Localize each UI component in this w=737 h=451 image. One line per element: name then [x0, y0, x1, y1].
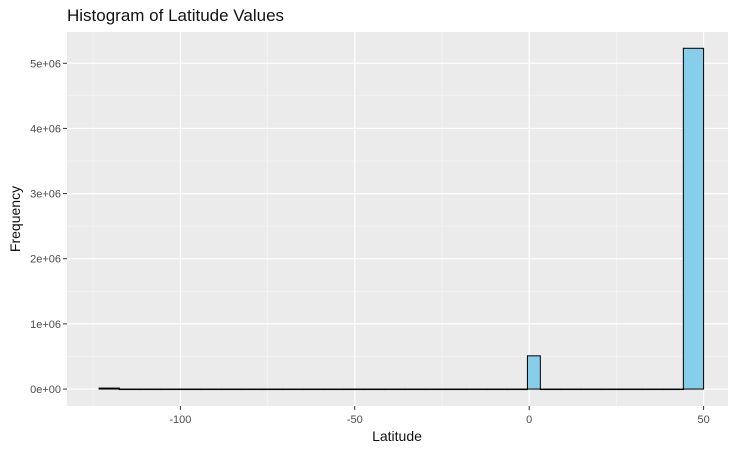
histogram-bar: [642, 388, 664, 391]
x-tick-label: 0: [526, 414, 532, 426]
histogram-bar: [241, 388, 263, 391]
plot-panel: [67, 32, 728, 406]
y-tick-label: 1e+06: [30, 319, 61, 331]
histogram-bar: [580, 388, 603, 391]
x-tick-label: 50: [697, 414, 709, 426]
histogram-bars: [98, 47, 705, 391]
histogram-bar: [118, 388, 141, 391]
histogram-bar: [506, 388, 528, 391]
histogram-bar: [526, 355, 541, 390]
histogram-bar: [404, 388, 427, 391]
histogram-bar: [282, 388, 304, 391]
histogram-bar: [601, 388, 623, 391]
histogram-bar: [98, 387, 120, 390]
chart-title: Histogram of Latitude Values: [67, 6, 285, 25]
histogram-bar: [621, 388, 644, 391]
histogram-bar: [560, 388, 582, 391]
histogram-bar: [363, 388, 386, 391]
histogram-bar: [539, 388, 562, 391]
y-tick-label: 2e+06: [30, 254, 61, 266]
histogram-bar: [682, 47, 705, 390]
histogram-bar: [302, 388, 324, 391]
histogram-bar: [384, 388, 406, 391]
histogram-bar: [261, 388, 284, 391]
histogram-bar: [486, 388, 508, 391]
histogram-bar: [221, 388, 243, 391]
histogram-bar: [200, 388, 223, 391]
histogram-bar: [322, 388, 345, 391]
y-tick-label: 4e+06: [30, 123, 61, 135]
x-tick-label: -100: [169, 414, 191, 426]
histogram-bar: [465, 388, 488, 391]
histogram-bar: [662, 388, 684, 391]
x-tick-label: -50: [347, 414, 363, 426]
y-tick-label: 5e+06: [30, 58, 61, 70]
histogram-bar: [159, 388, 182, 391]
histogram-bar: [139, 388, 161, 391]
histogram-bar: [445, 388, 467, 391]
histogram-bar: [343, 388, 365, 391]
histogram-bar: [180, 388, 202, 391]
y-tick-label: 3e+06: [30, 189, 61, 201]
histogram-bar: [425, 388, 447, 391]
y-tick-label: 0e+00: [30, 384, 61, 396]
y-axis-label: Frequency: [7, 186, 23, 252]
x-axis-label: Latitude: [372, 428, 422, 444]
axes: -100 -50 0 50 0e+00 1e+06 2e+06 3e+06 4e+06 5e+06: [30, 58, 710, 426]
